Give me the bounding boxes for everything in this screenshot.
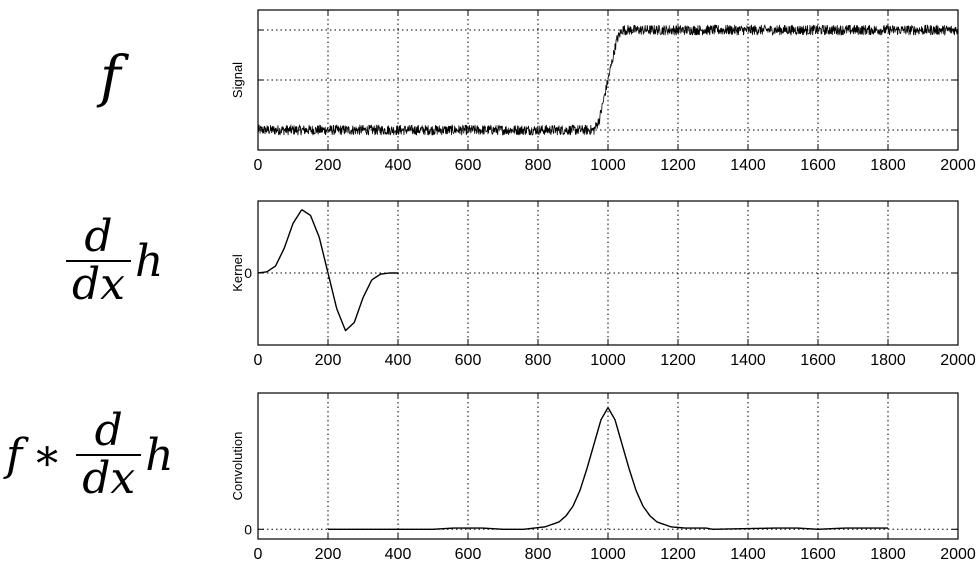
x-tick-label: 1400 [730, 546, 766, 563]
chart-panel-1: 0 200 400 600 800 1000 1200 1400 1600 1800 2000 Sig… [230, 9, 976, 174]
x-tick-label: 2000 [940, 546, 976, 563]
x-tick-label: 1600 [800, 546, 836, 563]
x-tick-label: 600 [455, 546, 482, 563]
y-axis-label: Convolution [230, 432, 245, 501]
formula-dh-dx-fraction: d dx [66, 211, 131, 308]
x-tick-label: 800 [525, 157, 552, 174]
x-tick-label: 400 [385, 352, 412, 369]
formula-convolution-h: h [145, 429, 174, 481]
x-tick-label: 0 [254, 546, 263, 563]
x-tick-label: 2000 [940, 157, 976, 174]
x-tick-label: 800 [525, 352, 552, 369]
formula-convolution-numerator: d [94, 405, 123, 456]
formula-convolution-operator: ∗ [32, 429, 63, 481]
formula-dh-dx-numerator: d [84, 211, 113, 262]
series-line [257, 209, 398, 332]
x-tick-label: 200 [315, 352, 342, 369]
x-tick-label: 1400 [730, 157, 766, 174]
x-tick-label: 400 [385, 157, 412, 174]
formula-f: f [100, 45, 121, 110]
formula-convolution-f: f [6, 429, 23, 481]
formula-f-symbol: f [100, 45, 121, 110]
x-tick-label: 1200 [660, 157, 696, 174]
x-tick-label: 1400 [730, 352, 766, 369]
formula-convolution: f ∗ d dx h [6, 405, 174, 502]
x-tick-label: 1000 [590, 546, 626, 563]
formula-convolution-fraction: d dx [76, 405, 142, 502]
x-tick-label: 1800 [870, 352, 906, 369]
chart-panel-3: 0 200 400 600 800 1000 1200 1400 1600 1800 2000 0 Co… [230, 392, 976, 563]
series-line [328, 406, 888, 530]
x-tick-label: 400 [385, 546, 412, 563]
formula-dh-dx-h: h [134, 235, 164, 287]
x-tick-label: 1200 [660, 352, 696, 369]
x-tick-label: 1200 [660, 546, 696, 563]
x-tick-label: 600 [455, 352, 482, 369]
x-tick-label: 1600 [800, 157, 836, 174]
x-tick-label: 1600 [800, 352, 836, 369]
x-tick-label: 200 [315, 157, 342, 174]
y-axis-label: Kernel [230, 254, 245, 292]
x-tick-label: 0 [254, 157, 263, 174]
formula-convolution-denominator: dx [76, 454, 142, 502]
chart-panel-2: 0 200 400 600 800 1000 1200 1400 1600 1800 20000Ke… [230, 200, 976, 369]
x-tick-label: 1000 [590, 352, 626, 369]
x-tick-label: 800 [525, 546, 552, 563]
x-tick-label: 1000 [590, 157, 626, 174]
y-tick-label: 0 [244, 265, 252, 281]
formula-dh-dx-denominator: dx [66, 260, 131, 308]
x-tick-label: 200 [315, 546, 342, 563]
y-tick-label: 0 [244, 521, 252, 537]
x-tick-label: 1800 [870, 546, 906, 563]
x-tick-label: 2000 [940, 352, 976, 369]
y-axis-label: Signal [230, 62, 245, 98]
x-tick-label: 0 [254, 352, 263, 369]
series-line [257, 24, 959, 136]
x-tick-label: 1800 [870, 157, 906, 174]
x-tick-label: 600 [455, 157, 482, 174]
formula-dh-dx: d dx h [62, 211, 164, 308]
